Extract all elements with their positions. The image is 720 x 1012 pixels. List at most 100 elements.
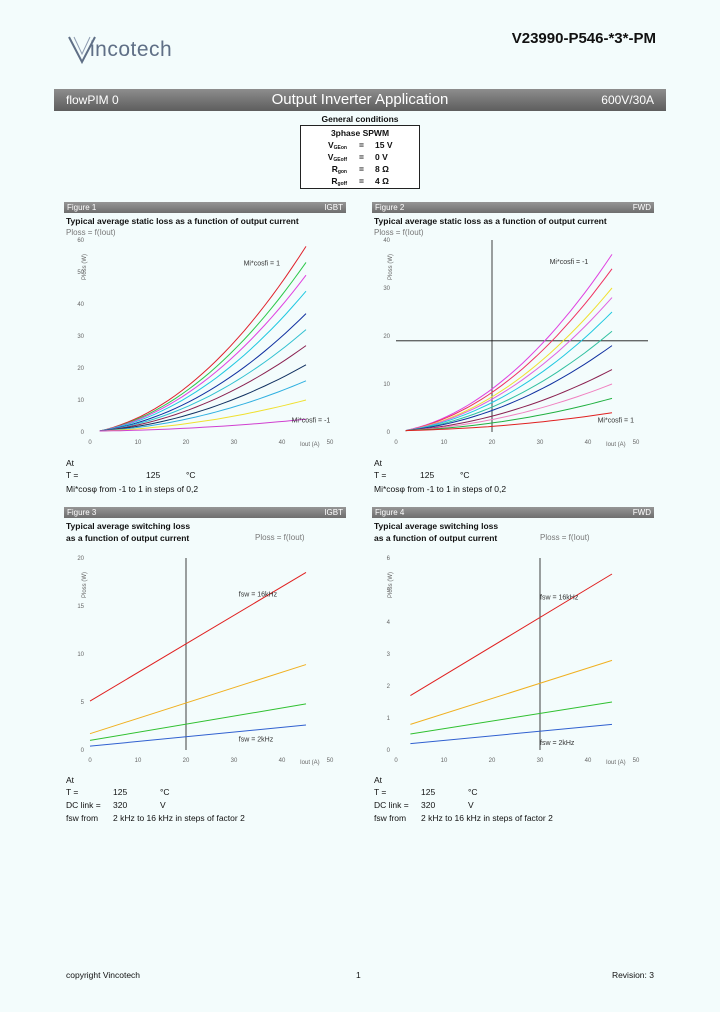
general-conditions-box: 3phase SPWM VGEon = 15 V VGEoff = 0 V Rg… — [300, 125, 420, 189]
x-tick-label: 30 — [537, 440, 544, 446]
series-line — [405, 330, 613, 432]
figure-3-cond-t: T = — [66, 787, 79, 797]
y-tick-label: 20 — [383, 334, 390, 340]
figure-3-bar: Figure 3 IGBT — [64, 507, 346, 518]
x-tick-label: 40 — [585, 440, 592, 446]
series-annotation: Mi*cosfi = -1 — [292, 417, 331, 424]
general-conditions-title: General conditions — [321, 114, 399, 124]
figure-1-bar: Figure 1 IGBT — [64, 202, 346, 213]
banner-product: flowPIM 0 — [66, 93, 119, 107]
x-tick-label: 0 — [88, 758, 92, 764]
x-tick-label: 10 — [441, 758, 448, 764]
condition-row: Rgon = 8 Ω — [331, 164, 389, 175]
figure-3-cond-fsw-range: 2 kHz to 16 kHz in steps of factor 2 — [113, 813, 245, 823]
series-line — [405, 311, 613, 432]
series-annotation: Mi*cosfi = 1 — [598, 417, 634, 424]
y-tick-label: 2 — [387, 684, 391, 690]
series-line — [410, 723, 613, 745]
x-tick-label: 0 — [88, 440, 92, 446]
y-axis-label: Ploss (W) — [388, 254, 394, 280]
y-tick-label: 40 — [383, 238, 390, 244]
series-line — [99, 329, 307, 432]
y-tick-label: 30 — [77, 334, 84, 340]
figure-4-cond-dc-unit: V — [468, 800, 474, 810]
y-tick-label: 4 — [387, 620, 391, 626]
y-tick-label: 5 — [81, 700, 85, 706]
series-annotation: Mi*cosfi = -1 — [550, 259, 589, 266]
figure-4-title: Typical average switching loss — [374, 521, 499, 531]
figure-4-cond-dc-val: 320 — [421, 800, 436, 810]
y-tick-label: 3 — [387, 652, 391, 658]
series-line — [99, 274, 307, 432]
y-tick-label: 10 — [77, 398, 84, 404]
y-axis-label: Ploss (W) — [82, 572, 88, 598]
banner-rating: 600V/30A — [601, 93, 654, 107]
series-line — [99, 246, 307, 432]
x-axis-label: Iout (A) — [606, 760, 626, 766]
figure-4-cond-t: T = — [374, 787, 387, 797]
series-line — [410, 701, 613, 735]
series-line — [99, 345, 307, 432]
figure-1-cond-temp: 125 — [146, 470, 161, 480]
condition-row: Rgoff = 4 Ω — [331, 176, 389, 187]
series-line — [405, 297, 613, 432]
y-tick-label: 10 — [77, 652, 84, 658]
figure-1-cond-unit: °C — [186, 470, 196, 480]
y-tick-label: 5 — [387, 588, 391, 594]
x-tick-label: 0 — [394, 758, 398, 764]
figure-2-cond-mi: Mi*cosφ from -1 to 1 in steps of 0,2 — [374, 484, 507, 494]
series-line — [99, 290, 307, 432]
figure-2-cond-temp: 125 — [420, 470, 435, 480]
y-tick-label: 0 — [387, 430, 391, 436]
footer-page-number: 1 — [356, 970, 361, 980]
series-line — [410, 659, 613, 725]
x-tick-label: 40 — [279, 440, 286, 446]
y-tick-label: 10 — [383, 382, 390, 388]
figure-1-formula: Ploss = f(Iout) — [66, 228, 116, 237]
series-line — [89, 703, 307, 741]
y-tick-label: 40 — [77, 302, 84, 308]
y-tick-label: 0 — [81, 430, 85, 436]
series-line — [405, 287, 613, 432]
figure-4-formula: Ploss = f(Iout) — [540, 533, 590, 542]
figure-3-cond-dc-unit: V — [160, 800, 166, 810]
series-line — [405, 397, 613, 432]
series-line — [410, 573, 613, 697]
figure-4-cond-dc: DC link = — [374, 800, 409, 810]
y-axis-label: Ploss (W) — [388, 572, 394, 598]
y-tick-label: 15 — [77, 604, 84, 610]
series-line — [99, 418, 307, 432]
series-line — [405, 369, 613, 432]
series-line — [99, 364, 307, 432]
series-annotation: fsw = 16kHz — [239, 591, 278, 598]
y-tick-label: 20 — [77, 556, 84, 562]
figure-2-cond-unit: °C — [460, 470, 470, 480]
x-tick-label: 50 — [633, 440, 640, 446]
y-tick-label: 1 — [387, 716, 391, 722]
y-tick-label: 30 — [383, 286, 390, 292]
y-tick-label: 50 — [77, 270, 84, 276]
figure-4-title-2: as a function of output current — [374, 533, 498, 543]
logo-v-mark-icon — [68, 36, 96, 65]
logo-text: incotech — [90, 38, 173, 61]
conditions-heading: 3phase SPWM — [330, 128, 390, 138]
series-annotation: fsw = 2kHz — [540, 740, 575, 747]
figure-2-cond-t: T = — [374, 470, 387, 480]
series-line — [89, 724, 307, 747]
x-tick-label: 30 — [231, 440, 238, 446]
y-tick-label: 60 — [77, 238, 84, 244]
figure-4-cond-fsw: fsw from — [374, 813, 407, 823]
series-line — [405, 268, 613, 432]
figure-4-cond-unit: °C — [468, 787, 478, 797]
figure-2-cond-at: At — [374, 458, 383, 468]
figure-3-title-2: as a function of output current — [66, 533, 190, 543]
x-tick-label: 10 — [441, 440, 448, 446]
x-tick-label: 40 — [585, 758, 592, 764]
series-line — [99, 262, 307, 432]
figure-3-plot: 0 10 20 30 40 50 0 5 10 15 20 Iout (A) Ploss (W) fsw … — [77, 550, 348, 775]
vincotech-logo: incotech — [68, 34, 218, 68]
figure-2-title: Typical average static loss as a functio… — [374, 216, 607, 226]
figure-1-cond-at: At — [66, 458, 75, 468]
x-tick-label: 20 — [489, 440, 496, 446]
series-annotation: fsw = 16kHz — [540, 595, 579, 602]
